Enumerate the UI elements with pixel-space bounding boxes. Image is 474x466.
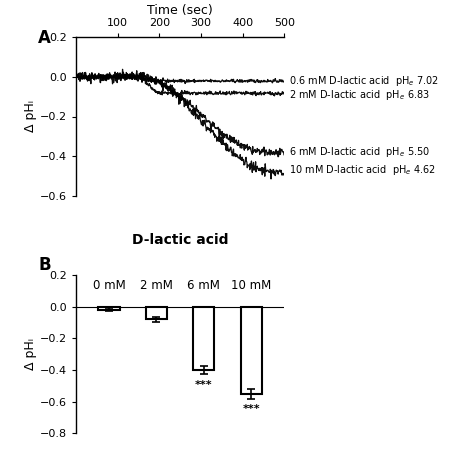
Bar xyxy=(98,307,119,310)
Title: D-lactic acid: D-lactic acid xyxy=(132,233,228,247)
Bar xyxy=(146,307,167,319)
Text: 10 mM D-lactic acid  pH$_e$ 4.62: 10 mM D-lactic acid pH$_e$ 4.62 xyxy=(289,163,436,177)
Text: 6 mM D-lactic acid  pH$_e$ 5.50: 6 mM D-lactic acid pH$_e$ 5.50 xyxy=(289,145,429,159)
Bar xyxy=(193,307,214,370)
Text: B: B xyxy=(38,256,51,274)
Text: ***: *** xyxy=(195,379,213,390)
Text: 10 mM: 10 mM xyxy=(231,279,271,292)
X-axis label: Time (sec): Time (sec) xyxy=(147,4,213,17)
Bar xyxy=(240,307,262,394)
Text: 2 mM D-lactic acid  pH$_e$ 6.83: 2 mM D-lactic acid pH$_e$ 6.83 xyxy=(289,88,429,102)
Text: A: A xyxy=(38,29,51,48)
Text: 2 mM: 2 mM xyxy=(140,279,173,292)
Text: 0.6 mM D-lactic acid  pH$_e$ 7.02: 0.6 mM D-lactic acid pH$_e$ 7.02 xyxy=(289,74,438,88)
Text: ***: *** xyxy=(242,404,260,414)
Y-axis label: Δ pHᵢ: Δ pHᵢ xyxy=(24,101,37,132)
Y-axis label: Δ pHᵢ: Δ pHᵢ xyxy=(24,338,37,370)
Text: 0 mM: 0 mM xyxy=(92,279,126,292)
Text: 6 mM: 6 mM xyxy=(187,279,220,292)
